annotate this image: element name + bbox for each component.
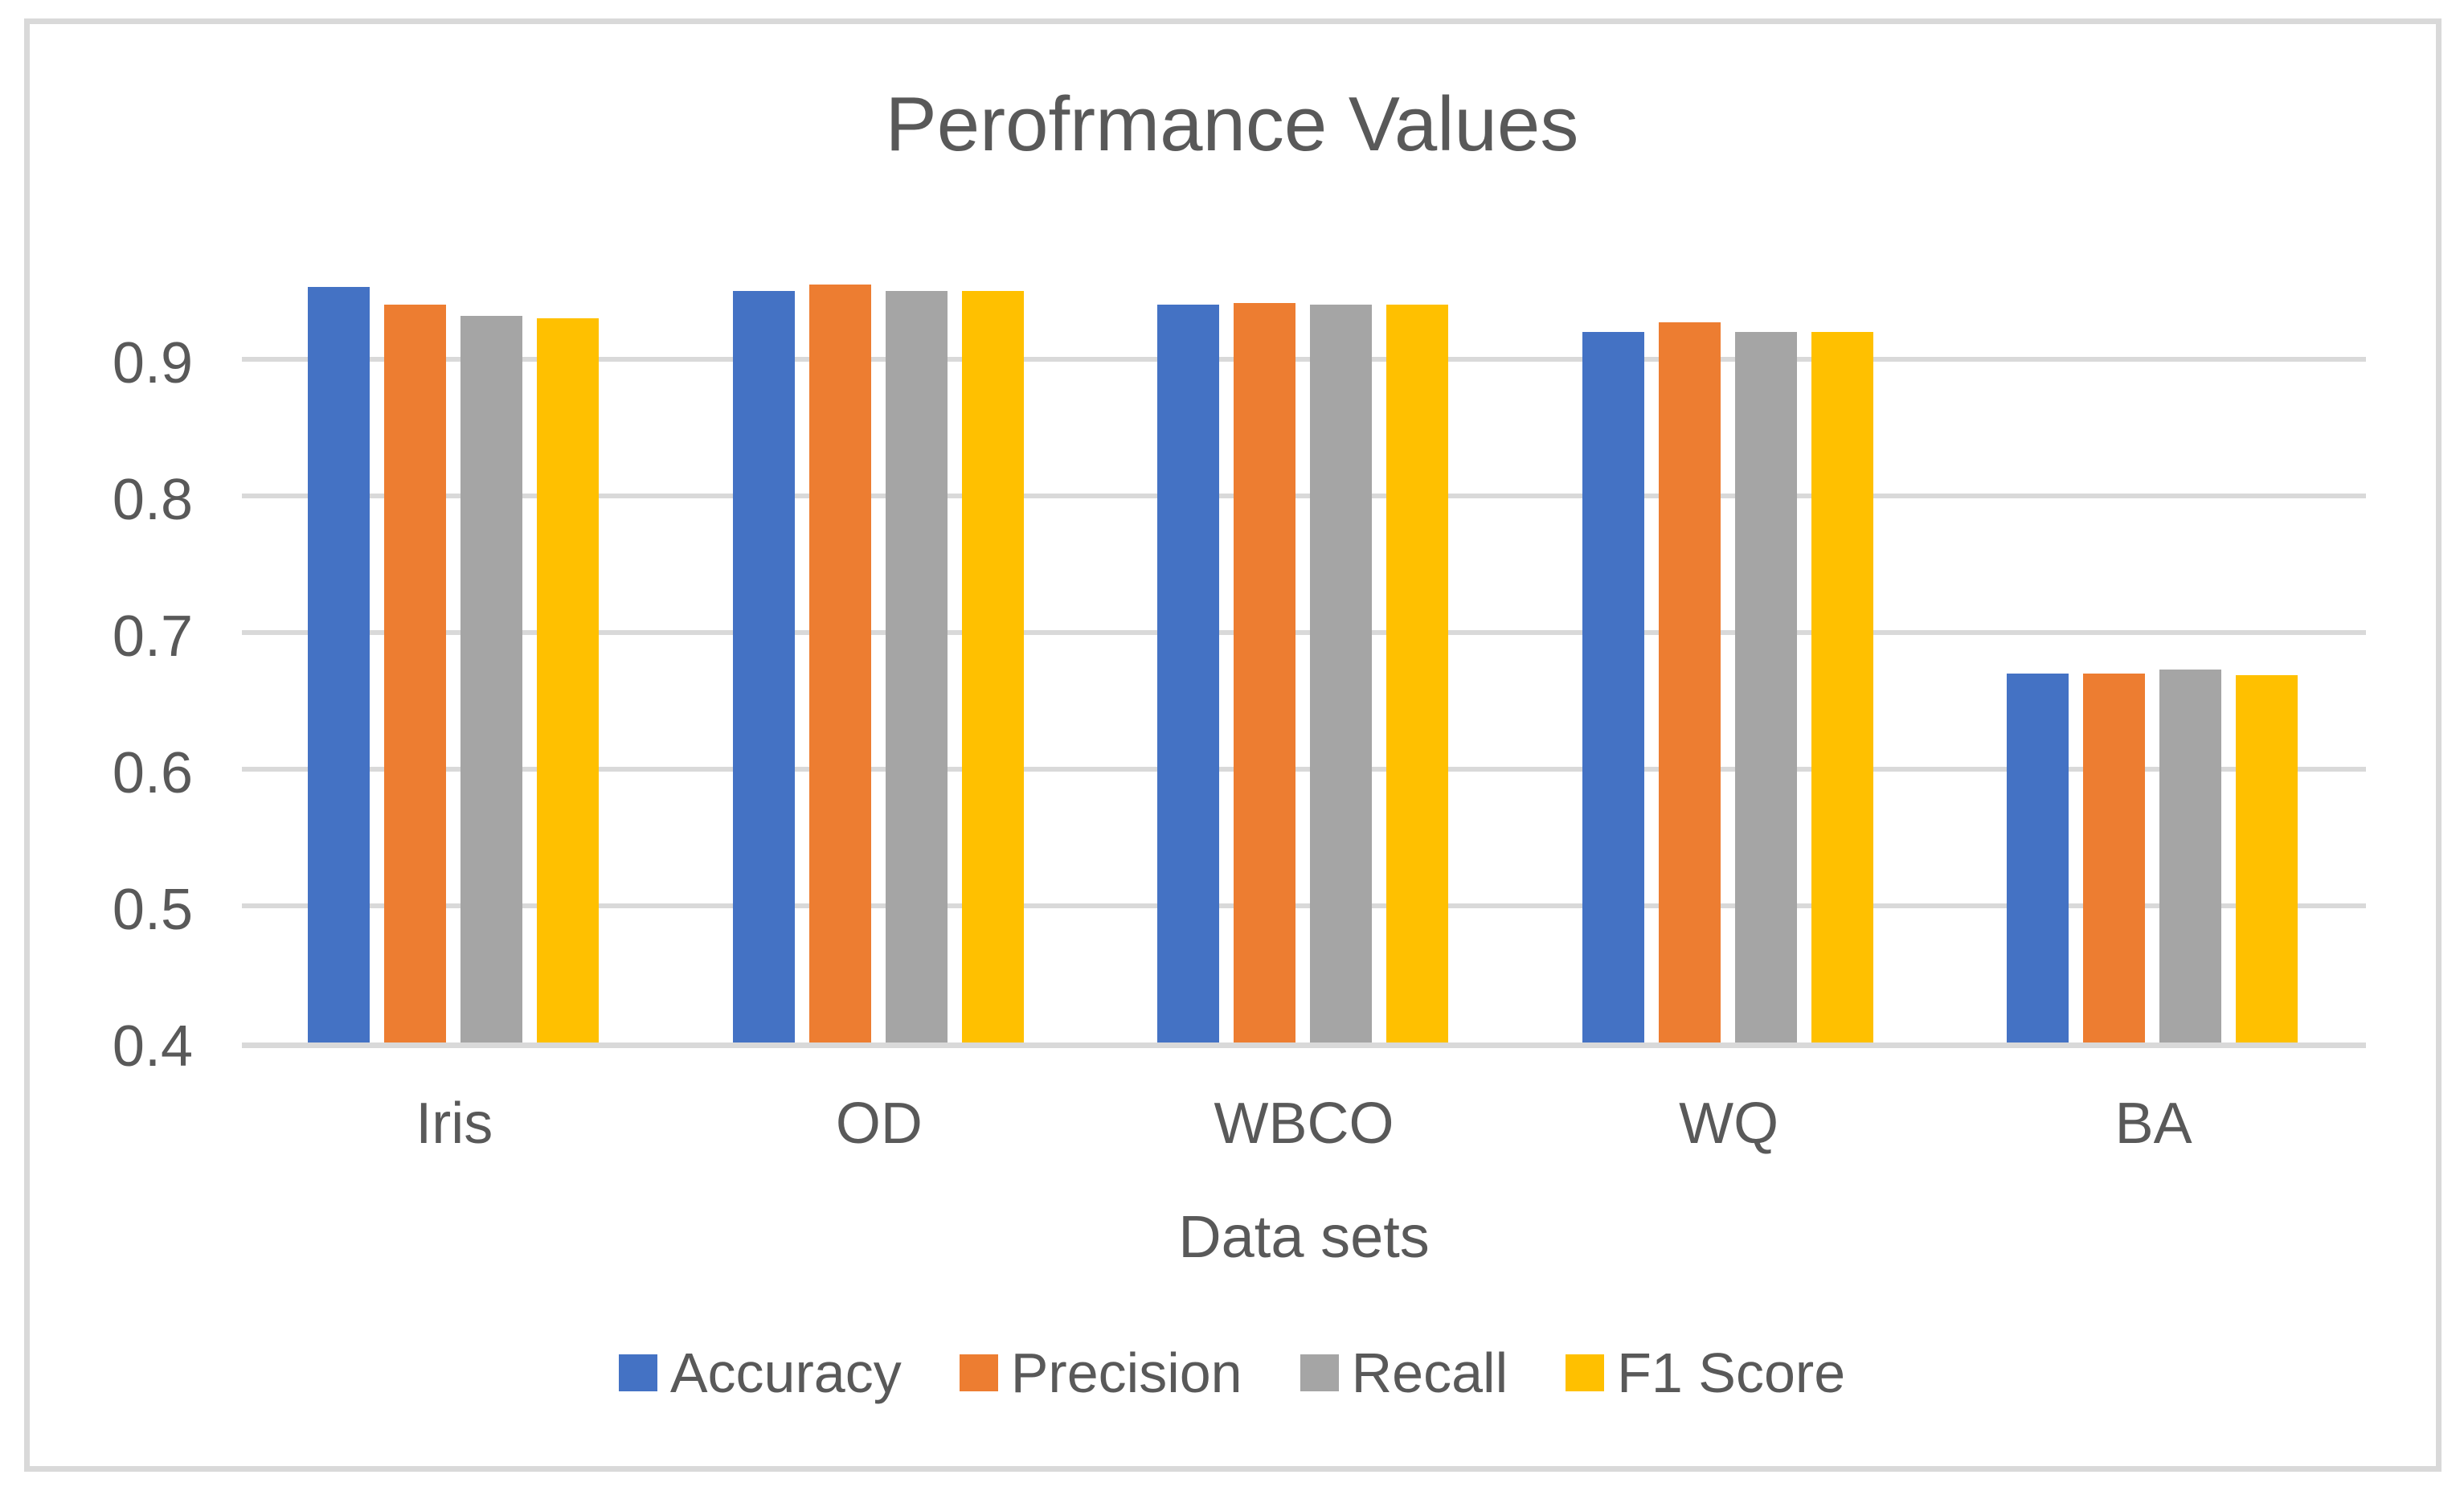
plot-area: Data sets 0.9 0.8 0.7 0.6 0.5 0.4 Iris OD WBCO WQ… xyxy=(113,241,2366,1267)
legend-swatch-precision xyxy=(959,1354,998,1391)
bar-iris-precision xyxy=(384,305,446,1042)
bar-ba-recall xyxy=(2159,669,2222,1042)
legend-label: Precision xyxy=(1010,1341,1242,1404)
legend-item-recall: Recall xyxy=(1300,1345,1508,1401)
bar-od-recall xyxy=(885,291,948,1042)
x-axis-line xyxy=(242,1042,2366,1048)
bar-iris-f1-score xyxy=(537,318,599,1042)
gridline-0.8 xyxy=(242,494,2366,498)
x-axis-title: Data sets xyxy=(1178,1203,1430,1270)
chart-title: Perofrmance Values xyxy=(885,81,1579,167)
bar-od-precision xyxy=(808,284,871,1042)
bar-wbco-recall xyxy=(1310,305,1373,1042)
bar-wbco-precision xyxy=(1234,303,1296,1042)
y-axis-tick-label: 0.8 xyxy=(112,468,193,532)
bar-iris-accuracy xyxy=(308,286,370,1042)
y-axis-tick-label: 0.6 xyxy=(112,741,193,805)
bar-wq-recall xyxy=(1734,332,1797,1042)
legend-item-accuracy: Accuracy xyxy=(618,1341,902,1404)
gridline-0.6 xyxy=(242,767,2366,772)
y-axis-tick-label: 0.7 xyxy=(112,604,193,669)
legend-label: F1 Score xyxy=(1617,1341,1846,1404)
legend-label: Accuracy xyxy=(669,1341,902,1404)
legend-swatch-recall xyxy=(1300,1354,1339,1391)
legend-swatch-f1-score xyxy=(1566,1354,1605,1391)
bar-od-f1-score xyxy=(961,291,1024,1042)
legend-swatch-accuracy xyxy=(618,1354,657,1391)
bar-wq-accuracy xyxy=(1582,332,1644,1042)
bar-wq-f1-score xyxy=(1811,332,1873,1042)
y-axis-tick-label: 0.5 xyxy=(112,878,193,942)
legend-item-f1-score: F1 Score xyxy=(1566,1345,1845,1401)
x-axis-category-label: WQ xyxy=(1679,1092,1779,1156)
legend-item-precision: Precision xyxy=(959,1341,1242,1404)
gridline-0.5 xyxy=(242,903,2366,908)
y-axis-tick-label: 0.4 xyxy=(112,1014,193,1079)
y-axis-tick-label: 0.9 xyxy=(112,331,193,395)
bar-wq-precision xyxy=(1658,322,1721,1042)
bar-od-accuracy xyxy=(732,291,795,1042)
bar-wbco-f1-score xyxy=(1386,305,1449,1042)
x-axis-category-label: BA xyxy=(2114,1092,2192,1156)
legend: Accuracy Precision Recall F1 Score xyxy=(0,1341,2464,1405)
bar-ba-accuracy xyxy=(2007,674,2069,1042)
x-axis-category-label: OD xyxy=(835,1092,923,1156)
gridline-0.7 xyxy=(242,630,2366,635)
legend-label: Recall xyxy=(1351,1341,1508,1404)
gridline-0.9 xyxy=(242,357,2366,362)
bar-iris-recall xyxy=(460,315,522,1042)
bar-ba-precision xyxy=(2083,674,2146,1042)
x-axis-category-label: Iris xyxy=(415,1092,493,1156)
bar-wbco-accuracy xyxy=(1157,305,1220,1042)
x-axis-category-label: WBCO xyxy=(1214,1092,1394,1156)
bar-ba-f1-score xyxy=(2236,674,2298,1042)
